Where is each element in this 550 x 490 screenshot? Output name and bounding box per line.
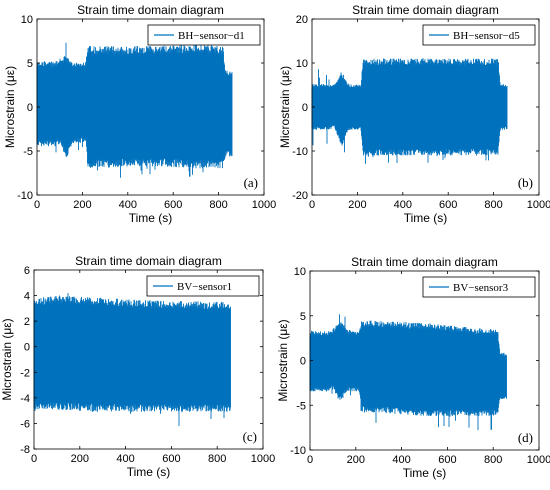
x-tick-label-d: 1000: [527, 454, 550, 466]
y-tick-label-d: 10: [294, 266, 306, 278]
y-axis-label-a: Microstrain (με): [3, 66, 17, 148]
y-tick-label-a: 0: [27, 102, 33, 114]
y-tick-label-a: 10: [21, 14, 33, 26]
y-tick-label-a: -10: [17, 190, 33, 202]
legend-label-d: BV−sensor3: [453, 282, 509, 294]
x-tick-label-d: 400: [392, 454, 410, 466]
x-tick-label-b: 0: [309, 199, 315, 211]
y-axis-label-d: Microstrain (με): [276, 319, 290, 401]
chart-title-a: Strain time domain diagram: [77, 3, 224, 17]
x-tick-label-a: 400: [119, 199, 137, 211]
y-tick-label-c: -4: [20, 393, 30, 405]
x-tick-label-b: 600: [439, 199, 457, 211]
chart-panel-c: 0 200 400 600 800 1000 6 4 2 0 -2 -4 -6 -8 Strain time…: [0, 254, 275, 479]
y-tick-label-a: 5: [27, 58, 33, 70]
legend-a: BH−sensor−d1: [147, 24, 261, 46]
y-tick-label-c: 2: [24, 316, 30, 328]
chart-title-d: Strain time domain diagram: [351, 255, 498, 269]
panel-label-c: (c): [243, 429, 257, 444]
y-tick-label-c: -2: [20, 367, 30, 379]
x-tick-label-c: 200: [71, 453, 89, 465]
x-tick-label-d: 800: [484, 454, 502, 466]
x-tick-label-d: 200: [347, 454, 365, 466]
y-tick-label-d: -10: [290, 445, 306, 457]
chart-panel-a: 0 200 400 600 800 1000 10 5 0 -5 -10 Strain time do…: [3, 3, 276, 225]
legend-d: BV−sensor3: [422, 276, 536, 298]
y-tick-label-b: 0: [302, 102, 308, 114]
legend-b: BH−sensor−d5: [422, 24, 536, 46]
chart-panel-b: 0 200 400 600 800 1000 20 10 0 -10 -20 Strain time …: [278, 3, 550, 225]
x-axis-label-a: Time (s): [129, 211, 173, 225]
x-tick-label-b: 200: [348, 199, 366, 211]
panel-label-a: (a): [244, 175, 258, 190]
x-axis-label-c: Time (s): [127, 465, 171, 479]
chart-title-b: Strain time domain diagram: [352, 3, 499, 17]
legend-c: BV−sensor1: [146, 275, 260, 297]
signal-trace-c: [33, 293, 231, 426]
y-axis-label-c: Microstrain (με): [0, 318, 14, 400]
x-tick-label-c: 400: [116, 453, 134, 465]
x-tick-label-c: 0: [31, 453, 37, 465]
x-tick-label-a: 1000: [252, 199, 276, 211]
x-tick-label-b: 400: [394, 199, 412, 211]
x-axis-label-d: Time (s): [403, 466, 447, 480]
legend-label-b: BH−sensor−d5: [453, 30, 520, 42]
y-tick-label-c: 4: [24, 291, 30, 303]
chart-title-c: Strain time domain diagram: [75, 254, 222, 268]
panel-label-d: (d): [518, 430, 533, 445]
x-tick-label-d: 0: [307, 454, 313, 466]
legend-box-a: [147, 24, 261, 46]
y-tick-label-b: -10: [292, 146, 308, 158]
legend-box-d: [422, 276, 536, 298]
y-tick-label-c: 0: [24, 342, 30, 354]
y-tick-label-c: 6: [24, 265, 30, 277]
y-tick-label-b: 10: [296, 58, 308, 70]
x-tick-label-a: 200: [73, 199, 91, 211]
x-tick-label-a: 800: [209, 199, 227, 211]
y-tick-label-b: 20: [296, 14, 308, 26]
legend-box-b: [422, 24, 536, 46]
x-axis-label-b: Time (s): [404, 211, 448, 225]
y-axis-label-b: Microstrain (με): [278, 66, 292, 148]
y-tick-label-d: -5: [296, 400, 306, 412]
x-tick-label-c: 800: [208, 453, 226, 465]
chart-panel-d: 0 200 400 600 800 1000 10 5 0 -5 -10 Strain time do…: [276, 255, 550, 480]
x-tick-label-a: 600: [164, 199, 182, 211]
panel-label-b: (b): [518, 175, 533, 190]
y-tick-label-a: -5: [23, 146, 33, 158]
x-tick-label-b: 1000: [527, 199, 550, 211]
legend-label-c: BV−sensor1: [177, 281, 232, 293]
legend-label-a: BH−sensor−d1: [178, 30, 245, 42]
y-tick-label-d: 5: [300, 311, 306, 323]
legend-box-c: [146, 275, 260, 297]
y-tick-label-c: -6: [20, 418, 30, 430]
x-tick-label-a: 0: [34, 199, 40, 211]
x-tick-label-d: 600: [438, 454, 456, 466]
y-tick-label-c: -8: [20, 444, 30, 456]
axes-box-c: [33, 269, 264, 450]
y-tick-label-b: -20: [292, 190, 308, 202]
series-line-c: [33, 293, 231, 426]
x-tick-label-c: 600: [162, 453, 180, 465]
x-tick-label-c: 1000: [251, 453, 275, 465]
x-tick-label-b: 800: [484, 199, 502, 211]
y-tick-label-d: 0: [300, 356, 306, 368]
